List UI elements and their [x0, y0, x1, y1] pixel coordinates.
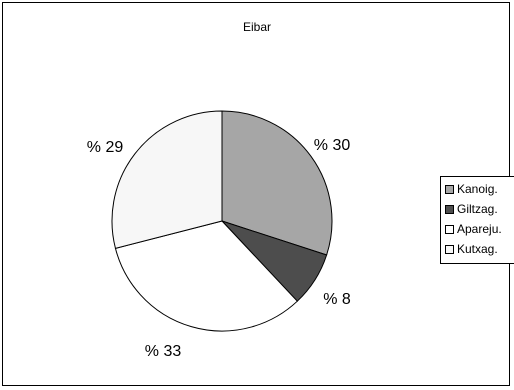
legend: Kanoig. Giltzag. Apareju. Kutxag.: [440, 176, 514, 264]
legend-label: Giltzag.: [457, 202, 498, 216]
legend-label: Kutxag.: [457, 242, 498, 256]
pie-slice-apareju: [114, 220, 299, 332]
legend-label: Kanoig.: [457, 182, 498, 196]
legend-label: Apareju.: [457, 222, 502, 236]
legend-swatch: [445, 204, 454, 214]
slice-data-label: % 33: [145, 343, 182, 360]
legend-item-kutxag: Kutxag.: [445, 239, 514, 259]
slice-data-label: % 8: [323, 291, 351, 308]
slice-data-label: % 29: [87, 139, 124, 156]
legend-swatch: [445, 224, 454, 234]
legend-item-apareju: Apareju.: [445, 219, 514, 239]
legend-item-kanoig: Kanoig.: [445, 179, 514, 199]
slice-data-label: % 30: [314, 137, 351, 154]
pie-slice-kutxag: [111, 110, 223, 249]
chart-title: Eibar: [242, 20, 271, 34]
legend-swatch: [445, 184, 454, 194]
legend-swatch: [445, 244, 454, 254]
legend-item-giltzag: Giltzag.: [445, 199, 514, 219]
pie-slice-kanoig: [221, 110, 333, 256]
